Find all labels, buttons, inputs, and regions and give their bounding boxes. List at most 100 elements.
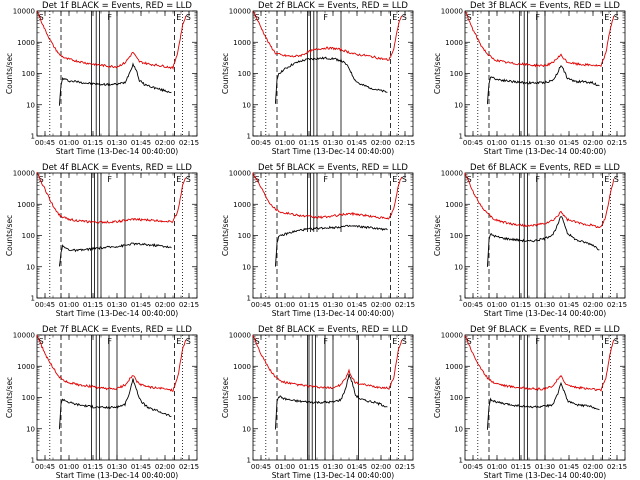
x-axis-label: Start Time (13-Dec-14 00:40:00)	[484, 471, 606, 480]
x-tick-label: 01:30	[107, 301, 127, 309]
marker-label: S	[39, 13, 44, 22]
y-tick-label: 1000	[17, 39, 35, 47]
y-tick-label: 100	[238, 70, 251, 78]
chart-title: Det 2f BLACK = Events, RED = LLD	[258, 1, 408, 11]
series-line-lld	[252, 11, 403, 61]
y-tick-label: 10000	[229, 170, 251, 178]
x-tick-label: 01:00	[487, 301, 507, 309]
marker-label: S	[402, 337, 407, 346]
y-tick-label: 10	[26, 101, 35, 109]
chart-title: Det 3f BLACK = Events, RED = LLD	[470, 1, 620, 11]
x-tick-label: 02:00	[155, 463, 175, 471]
marker-label: F	[535, 337, 540, 346]
y-tick-label: 100	[450, 394, 463, 402]
x-tick-label: 01:15	[83, 301, 103, 309]
x-tick-label: 01:15	[83, 463, 103, 471]
chart-title: Det 9f BLACK = Events, RED = LLD	[470, 325, 620, 335]
series-line-lld	[252, 335, 403, 390]
marker-label: F	[535, 175, 540, 184]
x-tick-label: 01:00	[275, 139, 295, 147]
x-tick-label: 01:15	[511, 301, 531, 309]
chart-panel-6: Det 6f BLACK = Events, RED = LLD 1 10 100 10…	[433, 163, 627, 318]
x-tick-label: 01:30	[535, 463, 555, 471]
y-tick-label: 1	[459, 295, 463, 303]
series-line-events	[58, 62, 172, 106]
y-tick-label: 100	[238, 232, 251, 240]
x-tick-label: 01:00	[487, 139, 507, 147]
x-tick-label: 01:45	[131, 463, 151, 471]
x-tick-label: 02:15	[607, 139, 627, 147]
marker-label: E	[176, 13, 181, 22]
x-tick-label: 01:45	[131, 139, 151, 147]
y-tick-label: 1000	[445, 39, 463, 47]
x-tick-label: 01:45	[347, 301, 367, 309]
y-tick-label: 100	[450, 70, 463, 78]
chart-panel-5: Det 5f BLACK = Events, RED = LLD 1 10 100 10…	[221, 163, 415, 318]
marker-label: S	[402, 175, 407, 184]
y-tick-label: 10000	[13, 8, 35, 16]
x-tick-label: 02:00	[583, 139, 603, 147]
y-axis-label: Counts/sec	[5, 215, 14, 256]
y-tick-label: 1	[31, 457, 35, 465]
marker-label: S	[255, 337, 260, 346]
x-tick-label: 01:30	[107, 463, 127, 471]
marker-label: S	[467, 13, 472, 22]
y-tick-label: 100	[22, 394, 35, 402]
y-tick-label: 10	[242, 101, 251, 109]
x-axis-label: Start Time (13-Dec-14 00:40:00)	[484, 309, 606, 318]
y-tick-label: 10	[454, 101, 463, 109]
x-tick-label: 01:45	[347, 463, 367, 471]
y-axis-label: Counts/sec	[433, 53, 442, 94]
marker-label: S	[402, 13, 407, 22]
y-axis-label: Counts/sec	[5, 53, 14, 94]
x-tick-label: 00:45	[35, 139, 55, 147]
x-tick-label: 02:15	[395, 301, 415, 309]
x-tick-label: 01:15	[511, 463, 531, 471]
x-tick-label: 02:00	[371, 301, 391, 309]
x-tick-label: 01:30	[323, 139, 343, 147]
y-tick-label: 1	[247, 295, 251, 303]
x-tick-label: 01:30	[535, 139, 555, 147]
marker-label: S	[467, 175, 472, 184]
chart-title: Det 1f BLACK = Events, RED = LLD	[42, 1, 192, 11]
marker-label: E	[604, 337, 609, 346]
x-tick-label: 02:00	[155, 139, 175, 147]
x-axis-label: Start Time (13-Dec-14 00:40:00)	[56, 147, 178, 156]
x-tick-label: 01:00	[59, 139, 79, 147]
x-tick-label: 00:45	[463, 139, 483, 147]
x-tick-label: 01:30	[323, 301, 343, 309]
x-tick-label: 01:15	[299, 301, 319, 309]
marker-label: E	[604, 175, 609, 184]
x-tick-label: 01:30	[323, 463, 343, 471]
y-axis-label: Counts/sec	[5, 377, 14, 418]
x-tick-label: 02:00	[371, 463, 391, 471]
marker-label: S	[186, 13, 191, 22]
series-line-lld	[464, 172, 615, 228]
x-tick-label: 02:15	[179, 301, 199, 309]
y-tick-label: 10000	[441, 332, 463, 340]
marker-label: E	[176, 337, 181, 346]
series-line-lld	[252, 172, 403, 220]
x-axis-label: Start Time (13-Dec-14 00:40:00)	[272, 471, 394, 480]
x-tick-label: 02:00	[155, 301, 175, 309]
chart-panel-2: Det 2f BLACK = Events, RED = LLD 1 10 100 10…	[221, 1, 415, 156]
marker-label: S	[186, 175, 191, 184]
x-tick-label: 01:00	[487, 463, 507, 471]
series-line-lld	[36, 334, 187, 392]
x-tick-label: 02:15	[607, 463, 627, 471]
x-tick-label: 01:45	[559, 463, 579, 471]
chart-panel-7: Det 7f BLACK = Events, RED = LLD 1 10 100 10…	[5, 325, 199, 480]
series-line-events	[274, 373, 388, 430]
chart-title: Det 4f BLACK = Events, RED = LLD	[42, 163, 192, 173]
x-tick-label: 00:45	[251, 139, 271, 147]
x-tick-label: 02:00	[371, 139, 391, 147]
y-axis-label: Counts/sec	[433, 215, 442, 256]
series-line-events	[58, 242, 172, 267]
x-tick-label: 01:45	[559, 139, 579, 147]
x-tick-label: 02:15	[179, 463, 199, 471]
x-tick-label: 00:45	[251, 301, 271, 309]
x-tick-label: 01:15	[299, 463, 319, 471]
marker-label: E	[176, 175, 181, 184]
y-axis-label: Counts/sec	[433, 377, 442, 418]
y-tick-label: 1000	[233, 201, 251, 209]
